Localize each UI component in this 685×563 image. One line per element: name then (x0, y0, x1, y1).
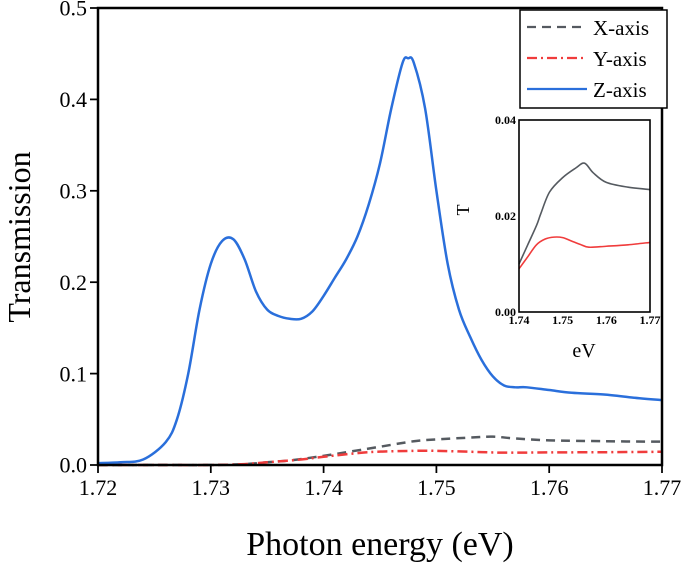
series-line-0 (518, 162, 651, 265)
y-tick-label: 0.1 (60, 361, 88, 386)
main-plot: 1.72 1.73 1.74 1.75 1.76 1.77 0.0 0.1 0.2 0.3 0.4 0… (60, 0, 682, 500)
y-tick-label: 0.0 (60, 453, 88, 478)
plot-frame (96, 6, 664, 467)
x-axis-label: Photon energy (eV) (246, 526, 514, 563)
x-tick-label: 1.74 (304, 475, 343, 500)
legend: X-axis Y-axis Z-axis (519, 9, 668, 109)
y-tick-label: 0.3 (60, 179, 88, 204)
plot-frame (518, 119, 651, 313)
y-tick-label: 0.04 (495, 113, 516, 127)
series-line-x-axis (98, 435, 663, 467)
x-tick-label: 1.75 (417, 475, 456, 500)
y-tick-label: 0.02 (495, 209, 516, 223)
x-tick-label: 1.73 (192, 475, 231, 500)
y-tick-label: 0.4 (60, 87, 88, 112)
x-tick-label: 1.76 (596, 313, 617, 327)
x-tick-label: 1.77 (640, 313, 661, 327)
series-line-1 (518, 236, 651, 270)
y-tick-label: 0.00 (495, 305, 516, 319)
series-line-z-axis (97, 56, 663, 465)
inset-plot: 1.74 1.75 1.76 1.77 0.00 0.02 0.04 (495, 113, 661, 327)
inset-y-axis-label: T (453, 205, 473, 216)
legend-label: Z-axis (593, 78, 647, 102)
x-tick-label: 1.76 (530, 475, 569, 500)
x-tick-label: 1.77 (643, 475, 682, 500)
inset-x-axis-label: eV (572, 340, 596, 362)
series-line-y-axis (98, 449, 663, 467)
inset-background (519, 120, 650, 312)
y-tick-label: 0.5 (60, 0, 88, 21)
y-axis-label: Transmission (1, 151, 37, 322)
y-tick-label: 0.2 (60, 270, 88, 295)
x-tick-label: 1.72 (79, 475, 118, 500)
x-tick-label: 1.74 (509, 313, 530, 327)
x-tick-label: 1.75 (552, 313, 573, 327)
legend-label: Y-axis (593, 47, 647, 71)
legend-label: X-axis (593, 16, 649, 40)
